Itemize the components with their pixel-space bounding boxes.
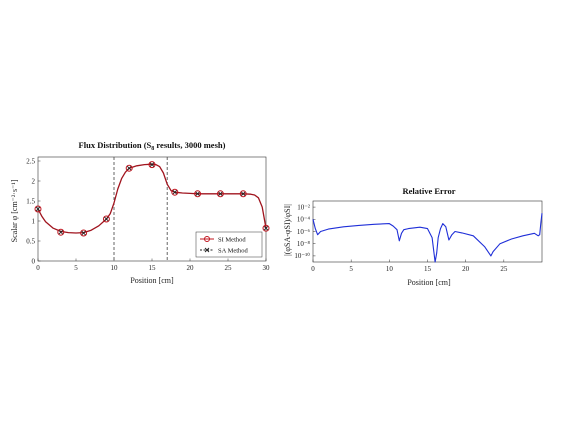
chart1-sa-point [149, 162, 155, 167]
chart1-si-point [34, 205, 42, 213]
chart1-xtick-label: 20 [187, 264, 195, 272]
chart1-sa-point [81, 230, 86, 236]
chart2-xtick-label: 0 [311, 265, 315, 273]
chart1-xtick-label: 0 [36, 264, 40, 272]
chart1-si-point [239, 190, 247, 198]
chart1-xtick-label: 25 [225, 264, 233, 272]
chart2-ytick-label: 10⁻⁴ [297, 216, 311, 224]
chart1-si-point [194, 190, 202, 198]
chart1-sa-point [58, 229, 64, 235]
chart1-sa-point [126, 165, 132, 171]
chart1-flux-curve [37, 163, 267, 234]
chart2-xlabel: Position [cm] [407, 278, 451, 287]
chart1-sa-point [240, 191, 246, 197]
chart1-sa-point [35, 206, 41, 212]
chart2-ytick-label: 10⁻⁸ [297, 240, 311, 248]
chart2-xtick-label: 5 [349, 265, 353, 273]
chart1-title: Flux Distribution (S8 results, 3000 mesh… [79, 140, 226, 152]
chart1-ytick-label: 2 [32, 178, 36, 186]
chart2-xtick-label: 20 [462, 265, 470, 273]
chart1-sa-point [172, 189, 178, 195]
chart1-legend-sa-marker [204, 247, 210, 253]
chart2-error-line [312, 213, 543, 263]
relative-error-chart: Relative Error Position [cm] |(φSA-φSI)/… [283, 186, 543, 287]
chart1-xtick-label: 30 [263, 264, 271, 272]
chart1-xtick-label: 10 [111, 264, 119, 272]
chart2-xtick-label: 25 [500, 265, 508, 273]
chart1-ytick-label: 0 [32, 258, 36, 266]
chart2-xtick-label: 15 [424, 265, 432, 273]
chart1-si-point [125, 164, 133, 172]
chart1-si-point [148, 161, 156, 169]
chart1-si-point [171, 188, 179, 196]
chart1-legend-sa-label: SA Method [218, 248, 249, 255]
chart1-ytick-label: 2.5 [26, 158, 35, 166]
chart1-legend-si-label: SI Method [218, 237, 246, 244]
chart2-xtick-label: 10 [386, 265, 394, 273]
chart1-si-point [80, 229, 88, 237]
chart2-ylabel: |(φSA-φSI)/φSI| [283, 204, 292, 256]
chart1-ytick-label: 0.5 [26, 238, 35, 246]
chart1-sa-point [263, 225, 269, 231]
chart2-ytick-label: 10⁻² [297, 203, 310, 211]
chart1-si-point [102, 215, 110, 223]
chart1-sa-point [195, 191, 200, 197]
chart1-xlabel: Position [cm] [130, 276, 174, 285]
chart1-ylabel: Scalar φ [cm⁻²·s⁻¹] [10, 179, 19, 242]
chart1-xtick-label: 5 [74, 264, 78, 272]
flux-distribution-chart: Flux Distribution (S8 results, 3000 mesh… [10, 140, 270, 285]
chart1-xtick-label: 15 [149, 264, 157, 272]
chart1-sa-point [218, 191, 223, 197]
chart1-si-point [216, 190, 224, 198]
chart2-plot-area [312, 200, 543, 263]
chart1-ytick-label: 1 [32, 218, 36, 226]
chart2-title: Relative Error [403, 186, 456, 196]
chart2-ytick-label: 10⁻¹⁰ [294, 252, 310, 260]
chart1-ytick-label: 1.5 [26, 198, 35, 206]
chart2-ytick-label: 10⁻⁶ [297, 228, 311, 236]
chart1-sa-point [104, 216, 109, 222]
chart1-si-point [57, 228, 65, 236]
chart1-legend-si-marker [204, 236, 210, 242]
chart1-si-point [262, 224, 270, 232]
